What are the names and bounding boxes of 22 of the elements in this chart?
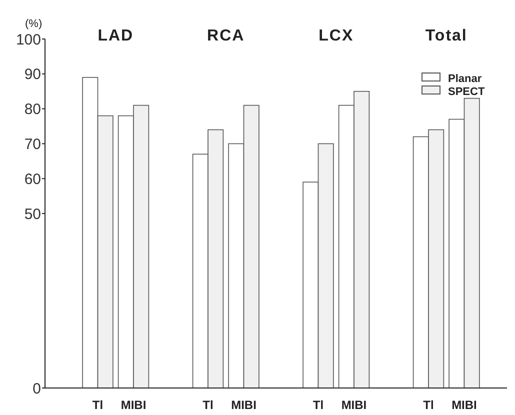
y-tick-label: 0 [32,380,41,398]
x-tick-label: Tl [202,398,214,412]
y-tick-label: 50 [24,206,41,223]
legend-label: Planar [448,72,482,85]
x-tick-label: Tl [92,398,104,412]
annotation: RCA [207,28,245,45]
y-tick-label: 80 [24,101,41,118]
x-tick-label: MIBI [231,398,256,412]
y-tick-label: 100 [16,31,41,48]
legend-label: SPECT [448,86,485,98]
x-tick-label: Tl [423,398,434,412]
annotation: LCX [318,28,354,45]
y-tick-label: 70 [24,136,41,153]
x-tick-label: Tl [312,398,324,412]
y-tick-label: 90 [24,66,41,84]
annotation: Total [425,28,468,45]
annotation: LAD [98,28,134,45]
x-tick-label: MIBI [120,398,146,412]
x-tick-label: MIBI [452,398,477,412]
x-tick-label: MIBI [341,398,367,412]
y-tick-label: 60 [24,170,41,188]
y-axis-title: (%) [25,18,42,30]
